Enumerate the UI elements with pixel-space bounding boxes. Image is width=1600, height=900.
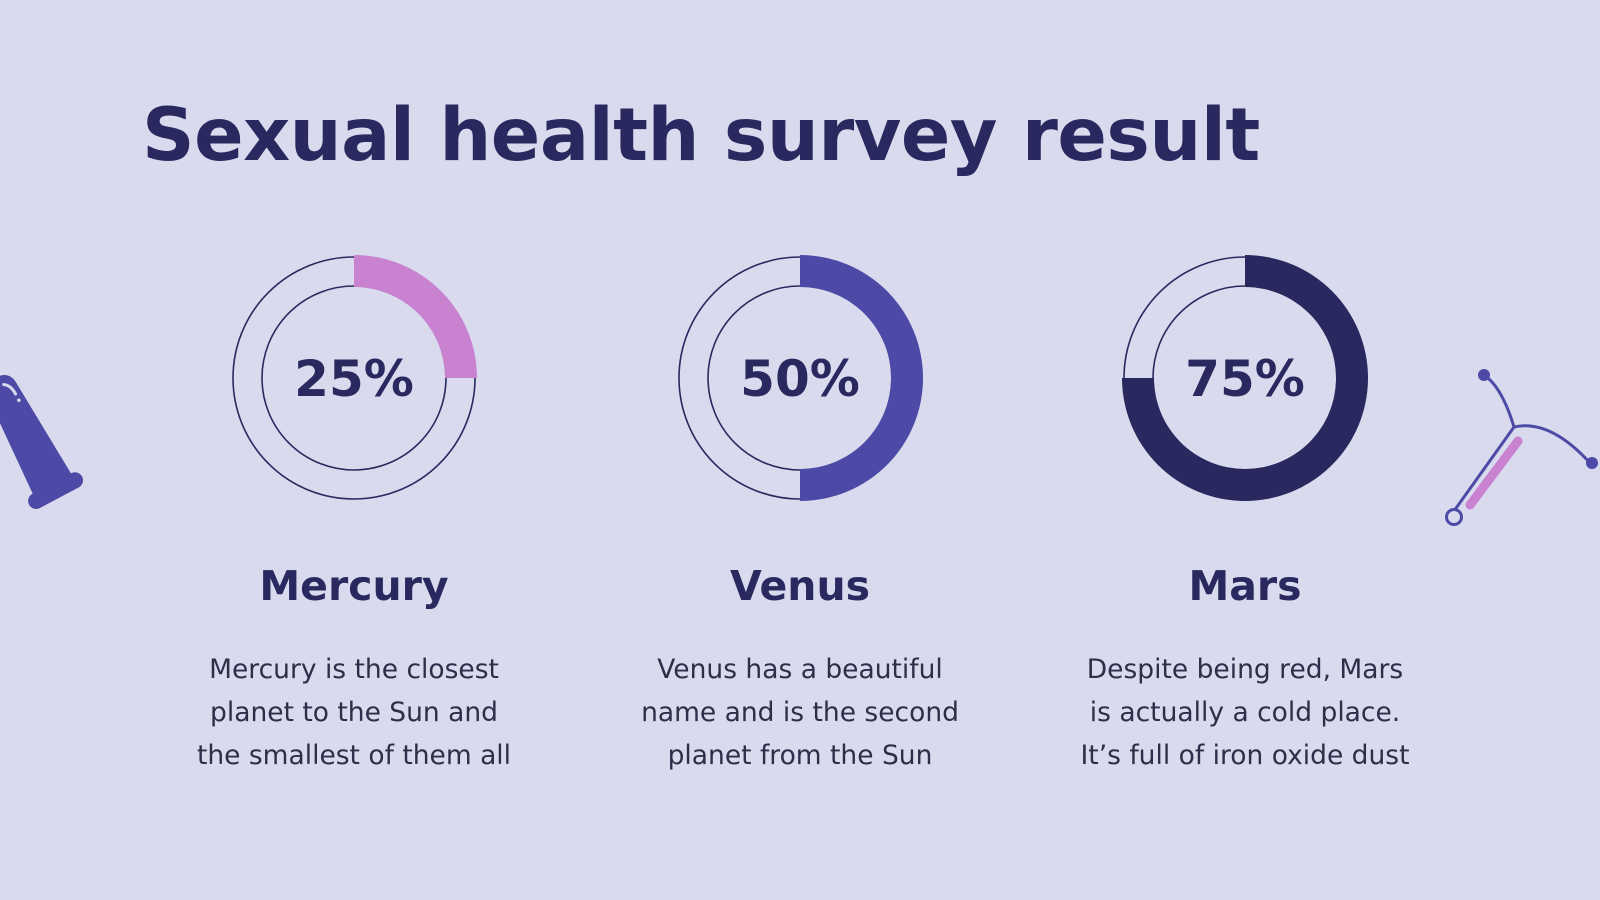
- donut-venus-label: 50%: [740, 350, 860, 408]
- planet-description-mercury: Mercury is the closest planet to the Sun…: [174, 648, 534, 777]
- planet-name-mercury: Mercury: [259, 562, 449, 610]
- donut-mercury-value-arc: [354, 255, 477, 378]
- donut-mars-label: 75%: [1185, 350, 1305, 408]
- planet-name-venus: Venus: [729, 562, 871, 610]
- description-line: Despite being red, Mars: [1086, 654, 1404, 685]
- donut-mercury-label: 25%: [294, 350, 414, 408]
- description-line: the smallest of them all: [196, 740, 512, 771]
- slide-title: Sexual health survey result: [142, 93, 1260, 178]
- donut-venus-value-arc: [800, 255, 923, 501]
- description-line: planet to the Sun and: [210, 697, 498, 728]
- planet-description-mars: Despite being red, Mars is actually a co…: [1065, 648, 1425, 777]
- planet-name-mars: Mars: [1188, 562, 1302, 610]
- donut-venus: [678, 255, 923, 501]
- condom-icon: [0, 374, 84, 509]
- donut-mercury: [232, 255, 477, 500]
- description-line: Mercury is the closest: [209, 654, 499, 685]
- description-line: name and is the second: [641, 697, 959, 728]
- donut-mars: [1122, 255, 1368, 501]
- iud-icon: [1445, 369, 1598, 526]
- description-line: It’s full of iron oxide dust: [1080, 740, 1410, 771]
- description-line: planet from the Sun: [667, 740, 933, 771]
- description-line: Venus has a beautiful: [657, 654, 943, 685]
- planet-description-venus: Venus has a beautiful name and is the se…: [620, 648, 980, 777]
- description-line: is actually a cold place.: [1089, 697, 1401, 728]
